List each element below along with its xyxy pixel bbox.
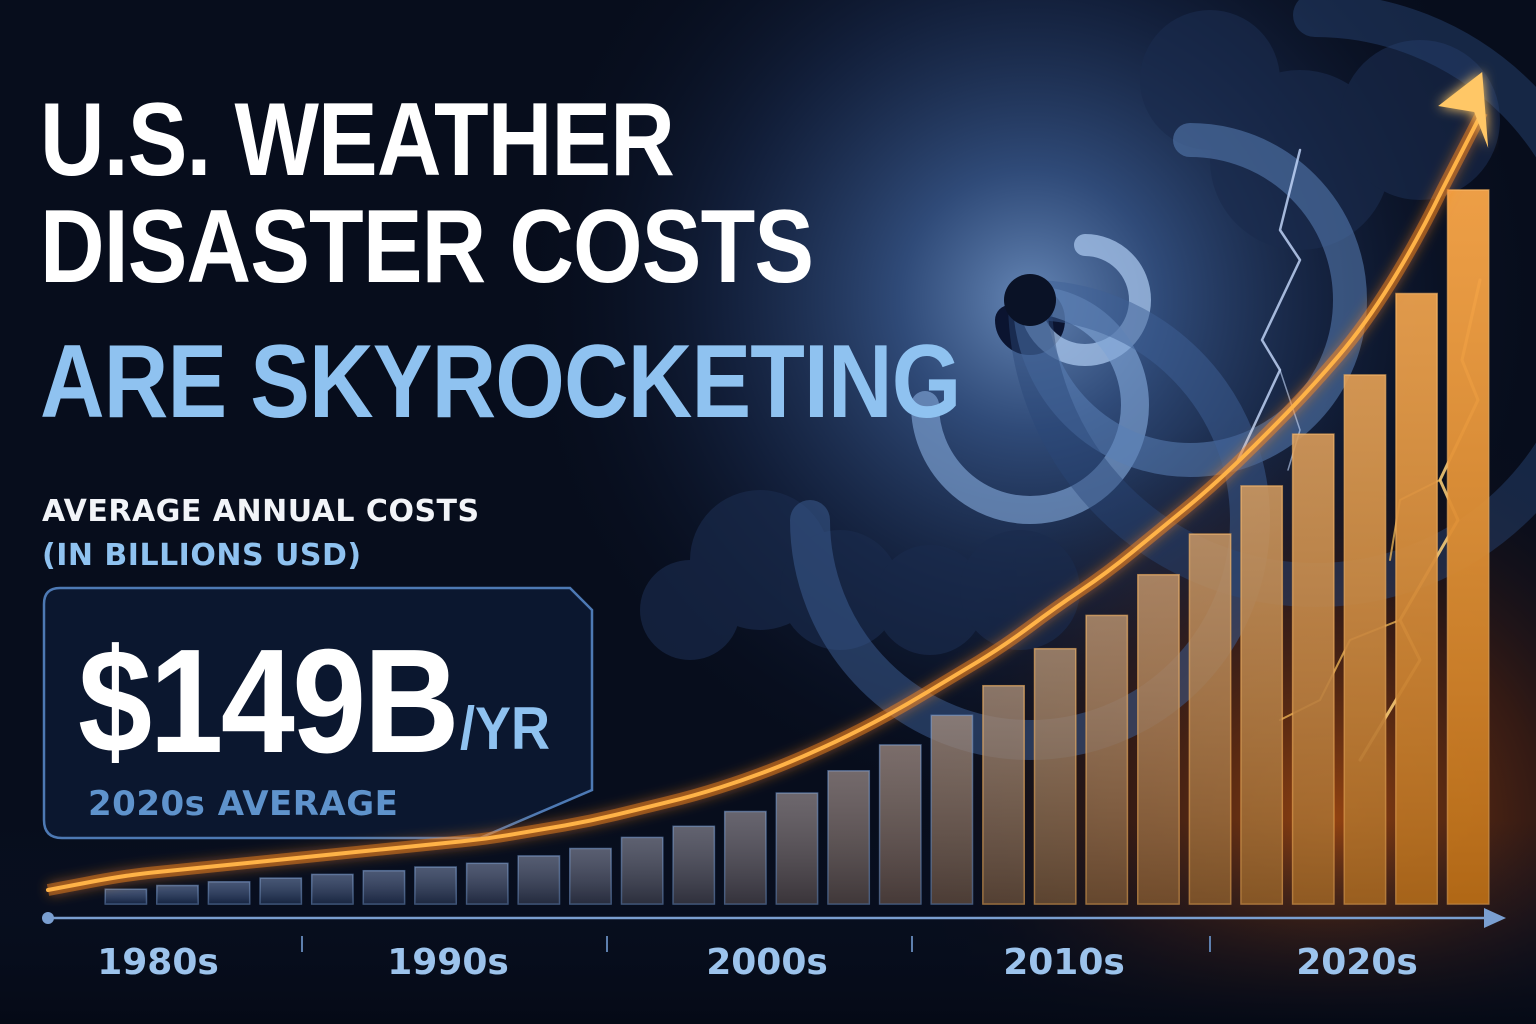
bar-shade-14 [776,793,818,904]
bar-shade-24 [1292,434,1334,904]
bar-shade-5 [311,874,353,904]
bar-shade-26 [1395,293,1438,904]
bar-shade-3 [208,881,250,904]
bar-shade-15 [828,770,870,904]
subtitle-line-1: AVERAGE ANNUAL COSTS [42,494,480,529]
tick-label-2020s: 2020s [1296,942,1418,983]
bar-shade-9 [518,855,560,904]
bar-shade-18 [982,685,1025,904]
tick-label-1980s: 1980s [97,942,219,983]
bar-shade-16 [879,744,921,904]
trend-arrow-icon [1438,72,1489,148]
bar-shade-12 [673,826,715,904]
bar-shade-23 [1241,485,1283,904]
bar-shade-6 [363,870,405,904]
tick-labels-group: 1980s 1990s 2000s 2010s 2020s [97,942,1418,983]
headline-line-1: U.S. WEATHER [40,82,675,198]
bar-shade-10 [569,848,612,904]
bar-shade-27 [1447,189,1489,904]
bar-shade-8 [466,863,508,904]
stat-unit: /YR [460,695,551,762]
bar-shade-21 [1137,574,1180,904]
bar-shade-19 [1034,648,1076,904]
headline-line-2: DISASTER COSTS [40,189,814,305]
x-axis-arrowhead [1484,908,1506,928]
bar-shade-22 [1189,534,1231,904]
stat-value: $149B [78,619,460,784]
bar-shade-13 [724,811,766,904]
hurricane-swirl-icon [790,0,1536,760]
stat-caption: 2020s AVERAGE [88,784,399,824]
bar-shade-20 [1086,615,1128,904]
bar-shade-1 [105,889,147,904]
bar-shade-25 [1344,374,1386,904]
headline-line-3: ARE SKYROCKETING [40,324,961,440]
x-axis-origin-dot [42,912,54,924]
tick-label-2000s: 2000s [706,942,828,983]
tick-label-2010s: 2010s [1003,942,1125,983]
tick-marks-group [301,936,1211,952]
bar-shade-7 [414,867,457,904]
bar-shade-4 [260,878,302,904]
bar-shade-2 [156,885,199,904]
bars-group [104,189,1490,905]
trend-curve-group [46,72,1489,896]
bar-shade-11 [621,837,663,904]
trend-curve [46,110,1485,892]
subtitle-line-2: (IN BILLIONS USD) [42,538,362,573]
bar-shade-17 [931,715,973,904]
tick-label-1990s: 1990s [387,942,509,983]
